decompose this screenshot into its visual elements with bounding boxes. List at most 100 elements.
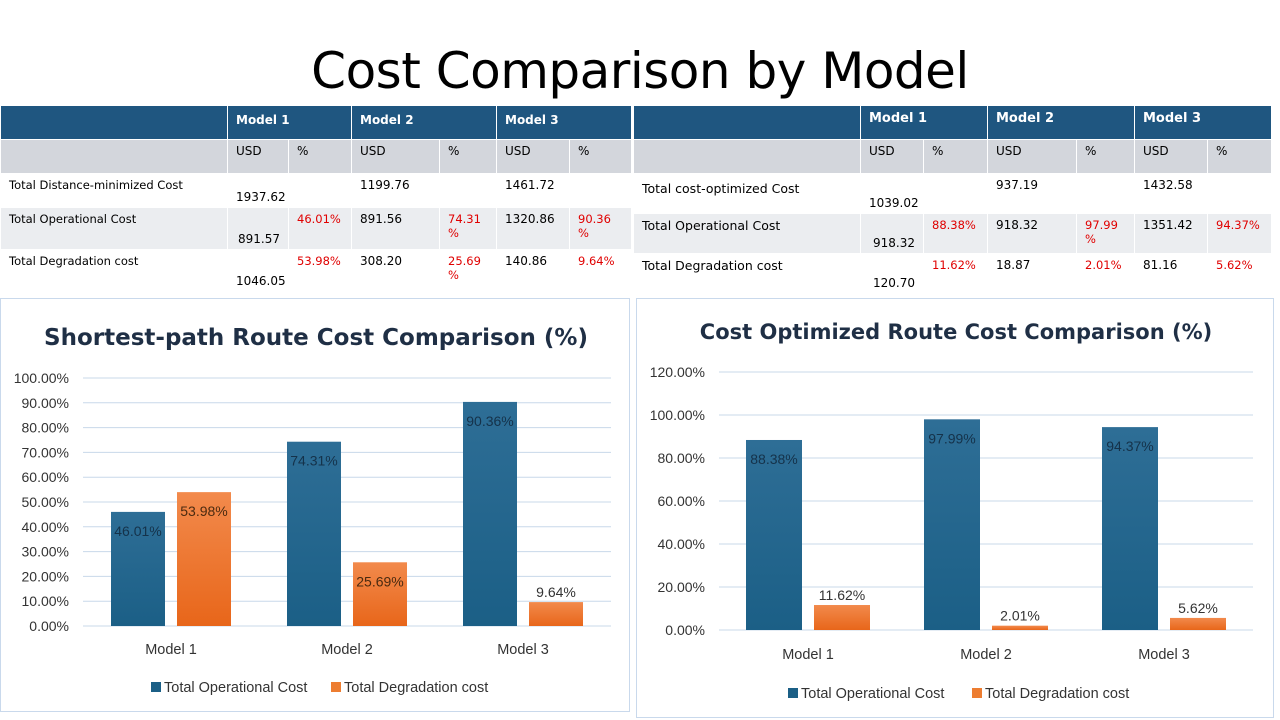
y-tick-label: 90.00% xyxy=(22,395,69,411)
header-model: Model 1 xyxy=(227,105,352,140)
legend-swatch xyxy=(151,682,161,692)
data-label: 90.36% xyxy=(466,413,513,429)
cell-usd: 1351.42 xyxy=(1134,213,1208,254)
cell-pct: 46.01% xyxy=(288,207,352,250)
data-label: 53.98% xyxy=(180,503,227,519)
y-tick-label: 100.00% xyxy=(14,370,69,386)
table-subheader-row: USD % USD % USD % xyxy=(0,139,632,174)
cell-pct: 74.31 % xyxy=(439,207,497,250)
table-row: Total Degradation cost 1046.05 53.98% 30… xyxy=(0,249,632,292)
cell-usd: 140.86 xyxy=(496,249,570,292)
legend-label: Total Degradation cost xyxy=(985,686,1129,702)
chart-title: Shortest-path Route Cost Comparison (%) xyxy=(44,325,588,351)
subheader-cell: USD xyxy=(496,139,570,174)
legend-swatch xyxy=(788,688,798,698)
x-category-label: Model 1 xyxy=(782,647,834,663)
table-subheader-row: USD % USD % USD % xyxy=(633,139,1272,174)
cell-pct xyxy=(923,173,988,214)
cell-usd: 1320.86 xyxy=(496,207,570,250)
data-label: 25.69% xyxy=(356,573,403,589)
cell-usd: 1461.72 xyxy=(496,173,570,208)
data-label: 94.37% xyxy=(1106,438,1153,454)
cell-usd: 1046.05 xyxy=(227,249,289,292)
y-tick-label: 0.00% xyxy=(29,618,69,634)
data-label: 74.31% xyxy=(290,453,337,469)
row-label: Total cost-optimized Cost xyxy=(633,173,861,214)
x-category-label: Model 2 xyxy=(321,642,373,658)
data-label: 88.38% xyxy=(750,451,797,467)
row-label: Total Degradation cost xyxy=(0,249,228,292)
header-model: Model 3 xyxy=(1134,105,1272,140)
row-label: Total Degradation cost xyxy=(633,253,861,294)
table-row: Total Operational Cost 891.57 46.01% 891… xyxy=(0,207,632,250)
cell-usd: 308.20 xyxy=(351,249,440,292)
y-tick-label: 100.00% xyxy=(650,407,705,423)
y-tick-label: 20.00% xyxy=(658,579,705,595)
y-tick-label: 40.00% xyxy=(658,536,705,552)
cell-usd: 81.16 xyxy=(1134,253,1208,294)
cell-usd: 891.56 xyxy=(351,207,440,250)
cell-pct: 53.98% xyxy=(288,249,352,292)
bar-operational xyxy=(746,439,802,630)
y-tick-label: 30.00% xyxy=(22,544,69,560)
y-tick-label: 60.00% xyxy=(658,493,705,509)
data-label: 5.62% xyxy=(1178,600,1218,616)
subheader-cell: % xyxy=(439,139,497,174)
subheader-blank xyxy=(633,139,861,174)
y-tick-label: 40.00% xyxy=(22,519,69,535)
subheader-cell: % xyxy=(1076,139,1135,174)
subheader-cell: USD xyxy=(227,139,289,174)
cell-pct: 90.36 % xyxy=(569,207,632,250)
subheader-cell: % xyxy=(1207,139,1272,174)
bar-operational xyxy=(1102,427,1158,630)
y-tick-label: 50.00% xyxy=(22,494,69,510)
subheader-cell: USD xyxy=(1134,139,1208,174)
chart-shortest-path: Shortest-path Route Cost Comparison (%) 0… xyxy=(0,298,630,712)
cell-pct xyxy=(288,173,352,208)
bar-degradation xyxy=(177,492,231,626)
bar-operational xyxy=(463,401,517,626)
row-label: Total Distance-minimized Cost xyxy=(0,173,228,208)
data-label: 9.64% xyxy=(536,584,576,600)
subheader-cell: % xyxy=(923,139,988,174)
data-label: 97.99% xyxy=(928,430,975,446)
legend-label: Total Operational Cost xyxy=(164,680,307,696)
cell-pct: 11.62% xyxy=(923,253,988,294)
y-tick-label: 0.00% xyxy=(665,622,705,638)
x-category-label: Model 2 xyxy=(960,647,1012,663)
header-blank xyxy=(0,105,228,140)
cell-pct xyxy=(1076,173,1135,214)
legend-label: Total Degradation cost xyxy=(344,680,488,696)
bar-degradation xyxy=(992,625,1048,630)
y-tick-label: 80.00% xyxy=(658,450,705,466)
subheader-cell: USD xyxy=(351,139,440,174)
cell-usd: 120.70 xyxy=(860,253,924,294)
row-label: Total Operational Cost xyxy=(633,213,861,254)
y-tick-label: 60.00% xyxy=(22,469,69,485)
bar-operational xyxy=(111,511,165,626)
chart-cost-optimized: Cost Optimized Route Cost Comparison (%)… xyxy=(636,298,1274,718)
legend-swatch xyxy=(331,682,341,692)
header-model: Model 2 xyxy=(987,105,1135,140)
chart-title: Cost Optimized Route Cost Comparison (%) xyxy=(700,320,1212,344)
table-row: Total Degradation cost 120.70 11.62% 18.… xyxy=(633,253,1272,294)
table-row: Total Distance-minimized Cost 1937.62 11… xyxy=(0,173,632,208)
subheader-blank xyxy=(0,139,228,174)
bar-degradation xyxy=(353,562,407,626)
bar-operational xyxy=(287,441,341,626)
data-label: 2.01% xyxy=(1000,608,1040,624)
table-row: Total cost-optimized Cost 1039.02 937.19… xyxy=(633,173,1272,214)
cell-pct: 97.99 % xyxy=(1076,213,1135,254)
cell-usd: 1432.58 xyxy=(1134,173,1208,214)
cell-usd: 918.32 xyxy=(987,213,1077,254)
cell-usd: 1039.02 xyxy=(860,173,924,214)
subheader-cell: % xyxy=(569,139,632,174)
header-model: Model 3 xyxy=(496,105,632,140)
cell-pct: 2.01% xyxy=(1076,253,1135,294)
header-model: Model 2 xyxy=(351,105,497,140)
cell-pct: 94.37% xyxy=(1207,213,1272,254)
data-label: 11.62% xyxy=(819,587,865,603)
bar-degradation xyxy=(529,602,583,626)
cell-pct: 88.38% xyxy=(923,213,988,254)
x-category-label: Model 3 xyxy=(497,642,549,658)
